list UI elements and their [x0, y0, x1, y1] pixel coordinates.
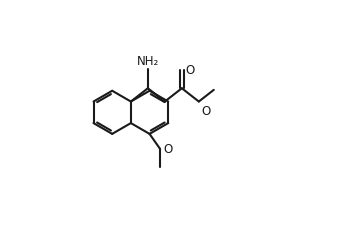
Text: O: O	[201, 104, 210, 117]
Text: O: O	[163, 143, 173, 156]
Text: O: O	[185, 63, 194, 76]
Text: NH₂: NH₂	[137, 55, 159, 68]
